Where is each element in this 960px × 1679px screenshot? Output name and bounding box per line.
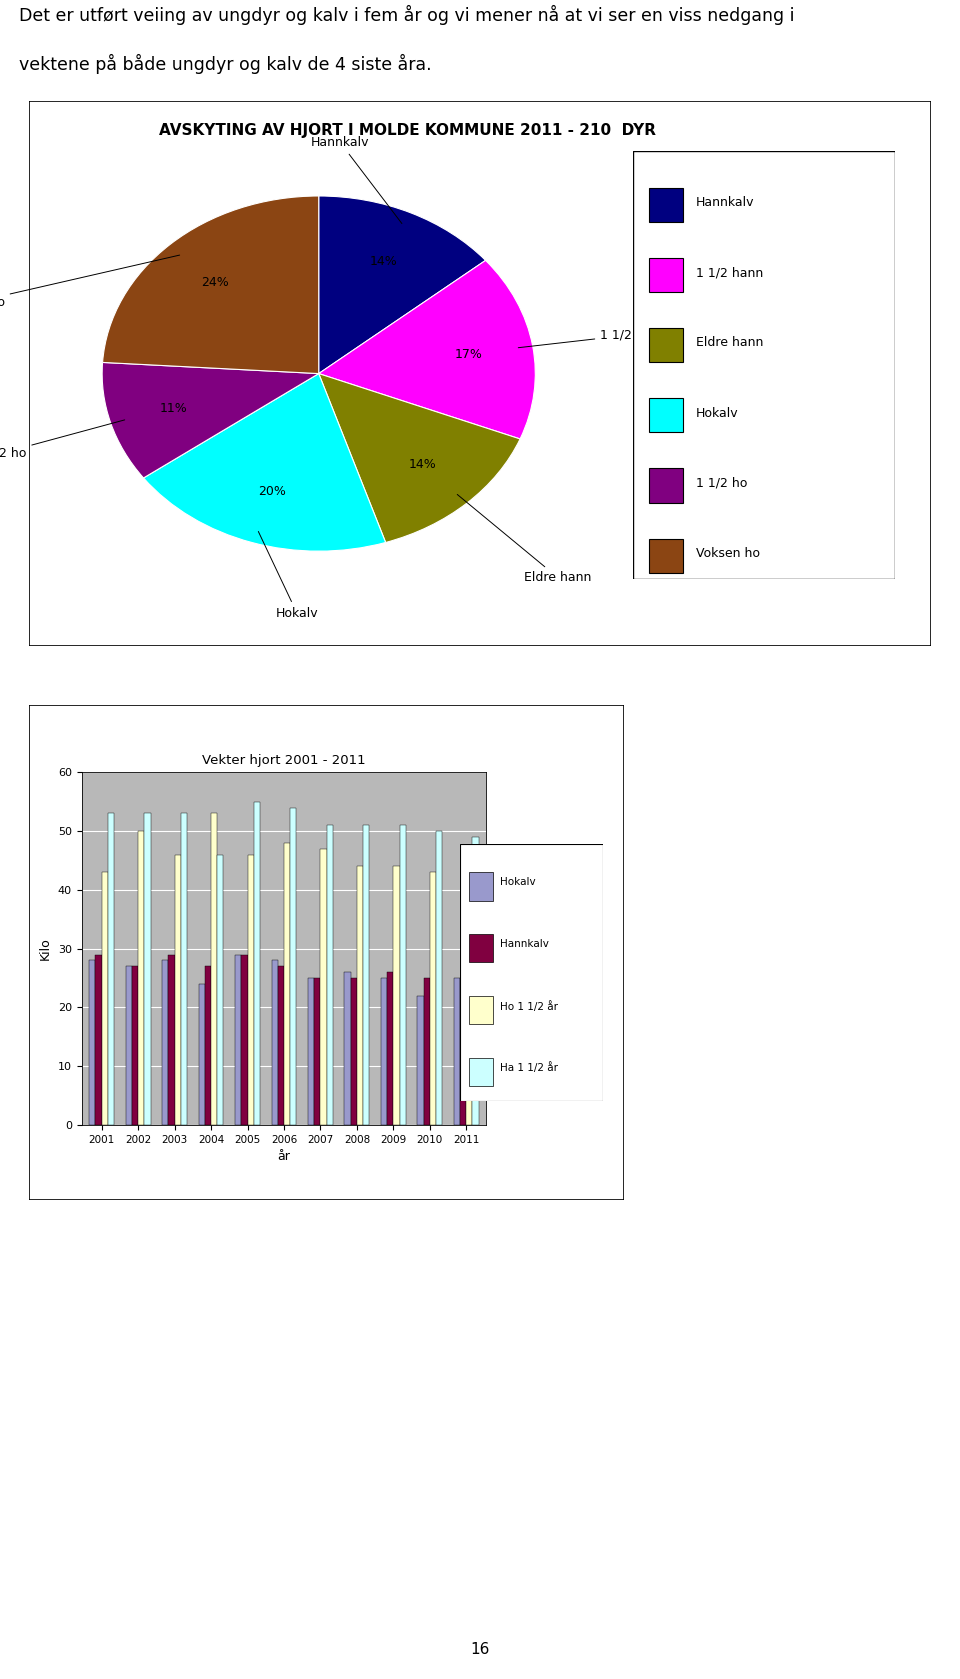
Text: Hannkalv: Hannkalv (696, 196, 755, 208)
Bar (102, 873, 108, 1125)
Bar (144, 814, 151, 1125)
Text: 1 1/2 hann: 1 1/2 hann (518, 327, 667, 348)
Bar (345, 972, 350, 1125)
Text: Voksen ho: Voksen ho (0, 255, 180, 309)
Bar (89, 960, 95, 1125)
Text: Hokalv: Hokalv (258, 532, 319, 620)
Bar (162, 960, 168, 1125)
Text: Ho 1 1/2 år: Ho 1 1/2 år (500, 1001, 559, 1011)
Bar (138, 831, 144, 1125)
Bar (235, 954, 241, 1125)
Bar (357, 866, 363, 1125)
Text: 1 1/2 ho: 1 1/2 ho (696, 477, 748, 490)
Title: Vekter hjort 2001 - 2011: Vekter hjort 2001 - 2011 (203, 754, 366, 767)
Bar (168, 954, 175, 1125)
Text: Hokalv: Hokalv (500, 878, 536, 888)
Bar (326, 826, 333, 1125)
Wedge shape (319, 196, 486, 374)
Bar (290, 808, 297, 1125)
Bar (180, 814, 187, 1125)
Text: 11%: 11% (159, 401, 187, 415)
Bar (460, 977, 467, 1125)
Text: Eldre hann: Eldre hann (457, 494, 592, 584)
Bar (649, 257, 684, 292)
Wedge shape (103, 196, 319, 374)
Wedge shape (319, 374, 520, 542)
Text: Eldre hann: Eldre hann (696, 336, 763, 349)
Text: 1 1/2 ho: 1 1/2 ho (0, 420, 125, 460)
FancyBboxPatch shape (29, 101, 931, 646)
Text: Det er utført veiing av ungdyr og kalv i fem år og vi mener nå at vi ser en viss: Det er utført veiing av ungdyr og kalv i… (19, 5, 795, 25)
Bar (649, 539, 684, 573)
Bar (350, 977, 357, 1125)
Bar (387, 972, 394, 1125)
Y-axis label: Kilo: Kilo (39, 937, 52, 960)
Bar (175, 855, 180, 1125)
Text: 14%: 14% (370, 255, 397, 267)
Bar (472, 838, 479, 1125)
Wedge shape (102, 363, 319, 479)
Bar (253, 803, 260, 1125)
Bar (277, 967, 284, 1125)
Text: 17%: 17% (454, 348, 482, 361)
Bar (467, 878, 472, 1125)
Bar (649, 398, 684, 433)
Bar (308, 977, 314, 1125)
Bar (321, 850, 326, 1125)
Text: 24%: 24% (201, 277, 228, 289)
Bar (649, 327, 684, 363)
Bar (399, 826, 406, 1125)
Text: Ha 1 1/2 år: Ha 1 1/2 år (500, 1063, 559, 1073)
Text: 14%: 14% (409, 458, 437, 470)
Text: 20%: 20% (258, 485, 286, 499)
Wedge shape (319, 260, 536, 438)
Text: AVSKYTING AV HJORT I MOLDE KOMMUNE 2011 - 210  DYR: AVSKYTING AV HJORT I MOLDE KOMMUNE 2011 … (159, 123, 657, 138)
Bar (211, 814, 217, 1125)
Bar (418, 996, 423, 1125)
Bar (423, 977, 430, 1125)
Bar (454, 977, 460, 1125)
Bar (241, 954, 248, 1125)
Bar (199, 984, 204, 1125)
Bar (394, 866, 399, 1125)
FancyBboxPatch shape (634, 151, 895, 579)
Bar (436, 831, 443, 1125)
Bar (95, 954, 102, 1125)
Wedge shape (143, 374, 386, 551)
Bar (649, 468, 684, 502)
Bar (649, 188, 684, 222)
Text: Hokalv: Hokalv (696, 406, 739, 420)
Text: vektene på både ungdyr og kalv de 4 siste åra.: vektene på både ungdyr og kalv de 4 sist… (19, 54, 432, 74)
Text: Hannkalv: Hannkalv (311, 136, 402, 223)
Bar (468, 934, 493, 962)
Bar (284, 843, 290, 1125)
Bar (430, 873, 436, 1125)
Bar (132, 967, 138, 1125)
Bar (381, 977, 387, 1125)
Bar (126, 967, 132, 1125)
Text: 16: 16 (470, 1642, 490, 1657)
Text: 1 1/2 hann: 1 1/2 hann (696, 267, 763, 279)
Bar (363, 826, 370, 1125)
Bar (468, 871, 493, 900)
Bar (248, 855, 253, 1125)
Text: Hannkalv: Hannkalv (500, 939, 549, 949)
Bar (272, 960, 277, 1125)
X-axis label: år: år (277, 1150, 291, 1164)
Text: Voksen ho: Voksen ho (696, 547, 760, 561)
Bar (204, 967, 211, 1125)
Bar (108, 814, 114, 1125)
Bar (217, 855, 224, 1125)
Bar (468, 996, 493, 1024)
FancyBboxPatch shape (461, 845, 603, 1101)
FancyBboxPatch shape (29, 705, 624, 1200)
Bar (468, 1058, 493, 1086)
Bar (314, 977, 321, 1125)
